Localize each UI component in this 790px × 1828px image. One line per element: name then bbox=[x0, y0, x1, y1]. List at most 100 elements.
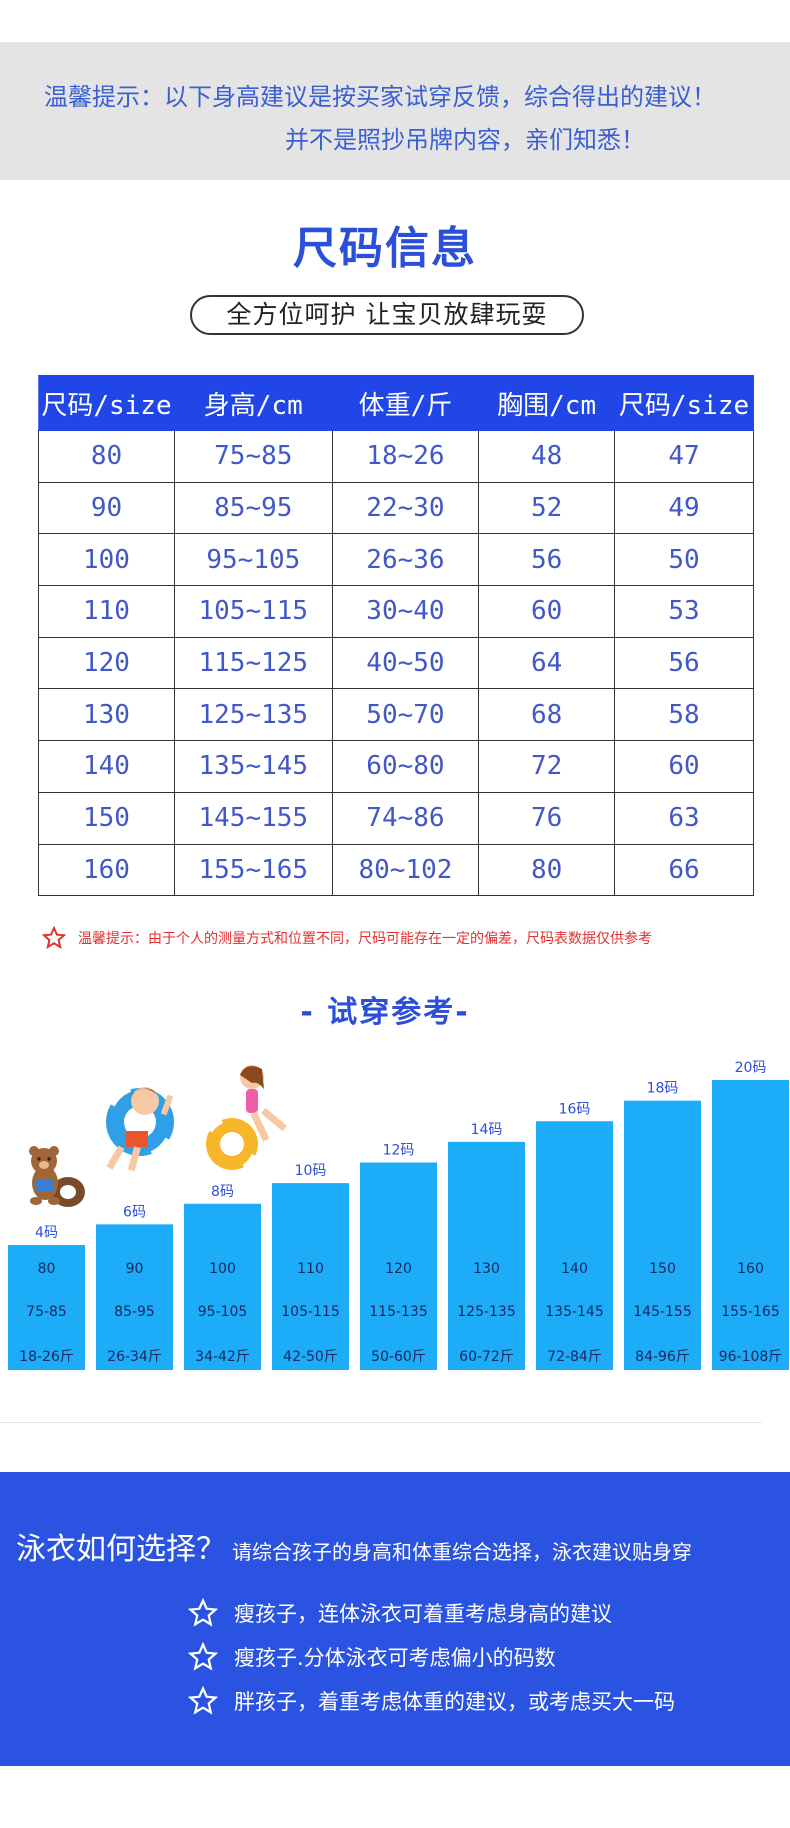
cell-size-2: 50 bbox=[614, 533, 754, 587]
cell-weight: 50~70 bbox=[331, 688, 480, 742]
swimwear-tip-text: 瘦孩子.分体泳衣可考虑偏小的码数 bbox=[234, 1646, 556, 1670]
swimwear-guide-heading: 泳衣如何选择？ 请综合孩子的身高和体重综合选择，泳衣建议贴身穿 bbox=[16, 1524, 692, 1568]
chart-bar bbox=[712, 1080, 789, 1370]
cell-size: 160 bbox=[38, 843, 175, 897]
bar-height-label: 150 bbox=[649, 1261, 676, 1277]
cell-chest: 60 bbox=[478, 585, 616, 638]
bar-size-label: 4码 bbox=[35, 1225, 58, 1241]
star-outline-icon bbox=[188, 1598, 218, 1627]
cell-height: 135~145 bbox=[173, 740, 333, 793]
star-outline-icon bbox=[188, 1686, 218, 1715]
bar-height-label: 100 bbox=[209, 1261, 236, 1277]
swimwear-guide-title: 泳衣如何选择？ bbox=[16, 1532, 226, 1567]
header-weight: 体重/斤 bbox=[331, 375, 480, 431]
notice-banner: 温馨提示：以下身高建议是按买家试穿反馈，综合得出的建议！ 并不是照抄吊牌内容，亲… bbox=[0, 42, 790, 180]
bar-weight-range-label: 96-108斤 bbox=[719, 1349, 783, 1365]
cell-height: 105~115 bbox=[173, 585, 333, 638]
size-table-header-row: 尺码/size 身高/cm 体重/斤 胸围/cm 尺码/size bbox=[38, 375, 754, 431]
measurement-tip-text: 温馨提示：由于个人的测量方式和位置不同，尺码可能存在一定的偏差，尺码表数据仅供参… bbox=[78, 931, 652, 947]
table-row: 150 145~155 74~86 76 63 bbox=[38, 791, 754, 845]
bar-height-range-label: 115-135 bbox=[369, 1304, 428, 1320]
table-row: 80 75~85 18~26 48 47 bbox=[38, 430, 754, 483]
cell-height: 85~95 bbox=[173, 481, 333, 535]
bar-height-range-label: 155-165 bbox=[721, 1304, 780, 1320]
table-row: 110 105~115 30~40 60 53 bbox=[38, 585, 754, 638]
bar-weight-range-label: 18-26斤 bbox=[19, 1349, 74, 1365]
bar-height-label: 90 bbox=[126, 1261, 144, 1277]
cell-weight: 74~86 bbox=[331, 791, 480, 845]
swimwear-tip-3: 胖孩子，着重考虑体重的建议，或考虑买大一码 bbox=[188, 1686, 675, 1716]
cell-size-2: 63 bbox=[614, 791, 754, 845]
size-table: 尺码/size 身高/cm 体重/斤 胸围/cm 尺码/size 80 75~85… bbox=[38, 375, 754, 897]
cell-chest: 72 bbox=[478, 740, 616, 793]
chart-bar bbox=[536, 1121, 613, 1370]
bar-weight-range-label: 42-50斤 bbox=[283, 1349, 338, 1365]
cell-chest: 68 bbox=[478, 688, 616, 742]
cell-chest: 48 bbox=[478, 430, 616, 483]
bar-size-label: 18码 bbox=[647, 1081, 679, 1097]
table-row: 120 115~125 40~50 64 56 bbox=[38, 636, 754, 690]
girl-illustration bbox=[206, 1065, 288, 1170]
notice-line-2: 并不是照抄吊牌内容，亲们知悉！ bbox=[285, 126, 645, 154]
bar-size-label: 8码 bbox=[211, 1184, 234, 1200]
teddy-bear-illustration bbox=[29, 1146, 85, 1207]
cell-height: 75~85 bbox=[173, 430, 333, 483]
chart-bar bbox=[8, 1245, 85, 1370]
cell-chest: 80 bbox=[478, 843, 616, 897]
bar-height-range-label: 135-145 bbox=[545, 1304, 604, 1320]
chart-bar bbox=[272, 1183, 349, 1370]
chart-bar bbox=[96, 1224, 173, 1370]
cell-height: 155~165 bbox=[173, 843, 333, 897]
bar-height-label: 130 bbox=[473, 1261, 500, 1277]
bar-height-label: 110 bbox=[297, 1261, 324, 1277]
cell-size: 100 bbox=[38, 533, 175, 587]
bar-height-range-label: 95-105 bbox=[198, 1304, 248, 1320]
header-size: 尺码/size bbox=[38, 375, 175, 431]
cell-size-2: 53 bbox=[614, 585, 754, 638]
cell-weight: 80~102 bbox=[331, 843, 480, 897]
header-height: 身高/cm bbox=[173, 375, 333, 431]
cell-height: 115~125 bbox=[173, 636, 333, 690]
chart-bar bbox=[624, 1100, 701, 1370]
bar-height-label: 80 bbox=[38, 1261, 56, 1277]
header-chest: 胸围/cm bbox=[478, 375, 616, 431]
chart-bars: 4码 80 75-85 18-26斤 6码 90 85-95 26-34斤 8码 100 95-10… bbox=[8, 1060, 789, 1370]
cell-size: 140 bbox=[38, 740, 175, 793]
cell-size-2: 58 bbox=[614, 688, 754, 742]
table-row: 100 95~105 26~36 56 50 bbox=[38, 533, 754, 587]
swimwear-tip-text: 瘦孩子，连体泳衣可着重考虑身高的建议 bbox=[234, 1602, 612, 1626]
bar-height-label: 120 bbox=[385, 1261, 412, 1277]
bar-height-range-label: 125-135 bbox=[457, 1304, 516, 1320]
header-size-2: 尺码/size bbox=[614, 375, 754, 431]
boy-illustration bbox=[106, 1086, 174, 1172]
cell-size: 110 bbox=[38, 585, 175, 638]
cell-chest: 76 bbox=[478, 791, 616, 845]
swimwear-tip-1: 瘦孩子，连体泳衣可着重考虑身高的建议 bbox=[188, 1598, 612, 1628]
cell-size: 120 bbox=[38, 636, 175, 690]
bar-height-label: 160 bbox=[737, 1261, 764, 1277]
cell-size: 90 bbox=[38, 481, 175, 535]
bar-height-range-label: 75-85 bbox=[26, 1304, 67, 1320]
bar-size-label: 14码 bbox=[471, 1122, 503, 1138]
star-outline-icon bbox=[42, 926, 66, 950]
chart-bar bbox=[184, 1203, 261, 1370]
bar-weight-range-label: 84-96斤 bbox=[635, 1349, 690, 1365]
cell-height: 125~135 bbox=[173, 688, 333, 742]
bar-height-range-label: 85-95 bbox=[114, 1304, 155, 1320]
bar-size-label: 16码 bbox=[559, 1101, 591, 1117]
swimwear-guide-subtitle: 请综合孩子的身高和体重综合选择，泳衣建议贴身穿 bbox=[232, 1540, 692, 1564]
size-info-title: 尺码信息 bbox=[293, 223, 477, 274]
swimwear-guide: 泳衣如何选择？ 请综合孩子的身高和体重综合选择，泳衣建议贴身穿 瘦孩子，连体泳衣可… bbox=[0, 1472, 790, 1766]
cell-size-2: 56 bbox=[614, 636, 754, 690]
bar-height-label: 140 bbox=[561, 1261, 588, 1277]
measurement-tip: 温馨提示：由于个人的测量方式和位置不同，尺码可能存在一定的偏差，尺码表数据仅供参… bbox=[42, 926, 652, 950]
bar-size-label: 20码 bbox=[735, 1060, 767, 1076]
bar-weight-range-label: 50-60斤 bbox=[371, 1349, 426, 1365]
cell-weight: 30~40 bbox=[331, 585, 480, 638]
chart-bar bbox=[360, 1162, 437, 1370]
section-divider bbox=[0, 1422, 762, 1423]
bar-weight-range-label: 60-72斤 bbox=[459, 1349, 514, 1365]
cell-size: 150 bbox=[38, 791, 175, 845]
cell-size: 130 bbox=[38, 688, 175, 742]
swimwear-tip-text: 胖孩子，着重考虑体重的建议，或考虑买大一码 bbox=[234, 1690, 675, 1714]
